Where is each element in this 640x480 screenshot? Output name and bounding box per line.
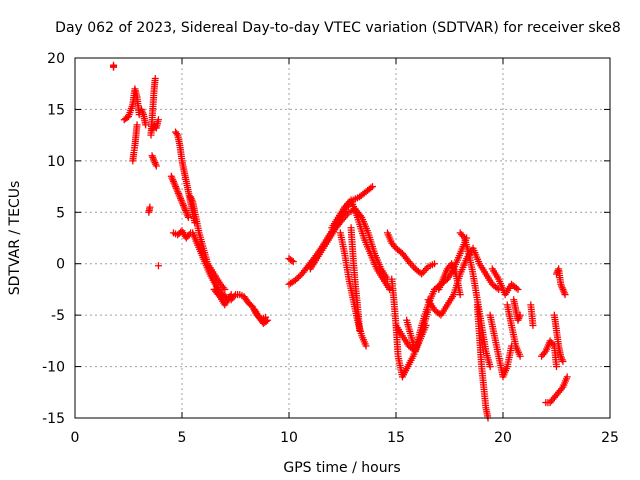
series-arc-2 xyxy=(120,85,143,124)
data-point xyxy=(289,258,297,266)
series-arc-17 xyxy=(285,255,297,266)
series-arc-39 xyxy=(542,373,571,407)
series-arc-26 xyxy=(403,306,432,355)
x-tick-label: 25 xyxy=(601,430,619,446)
data-point xyxy=(221,285,229,293)
x-tick-label: 15 xyxy=(387,430,405,446)
data-points xyxy=(110,61,571,422)
data-point xyxy=(559,357,567,365)
series-arc-36 xyxy=(538,337,560,371)
data-point xyxy=(184,213,192,221)
series-arc-14 xyxy=(189,229,269,323)
data-point xyxy=(264,316,272,324)
data-point xyxy=(288,257,296,265)
series-arc-30 xyxy=(473,301,492,422)
data-point xyxy=(291,276,299,284)
series-arc-15 xyxy=(210,285,235,309)
x-axis-label: GPS time / hours xyxy=(283,460,400,476)
data-point xyxy=(154,116,162,124)
data-point xyxy=(529,321,537,329)
data-point xyxy=(512,284,520,292)
data-point xyxy=(367,184,375,192)
series-arc-6 xyxy=(147,75,159,139)
data-point xyxy=(563,373,571,381)
series-arc-20 xyxy=(328,196,394,293)
y-tick-label: -15 xyxy=(42,411,65,427)
series-arc-1 xyxy=(110,61,118,71)
series-arc-34 xyxy=(510,296,524,324)
chart-title: Day 062 of 2023, Sidereal Day-to-day VTE… xyxy=(55,20,621,36)
data-point xyxy=(368,183,376,191)
data-point xyxy=(154,262,162,270)
series-arc-21 xyxy=(336,229,370,350)
x-tick-label: 20 xyxy=(494,430,512,446)
series-arc-13 xyxy=(187,193,229,293)
series-arc-35 xyxy=(527,301,537,329)
series-arc-9 xyxy=(154,262,162,270)
data-point xyxy=(356,327,364,335)
data-point xyxy=(142,121,150,129)
y-tick-label: 15 xyxy=(47,102,65,118)
y-tick-label: 20 xyxy=(47,51,65,67)
data-point xyxy=(295,273,303,281)
x-tick-label: 10 xyxy=(280,430,298,446)
series-arc-32 xyxy=(488,265,522,299)
series-arc-27 xyxy=(424,244,503,319)
data-point xyxy=(133,121,141,129)
series-arc-28 xyxy=(435,260,464,299)
data-point xyxy=(146,203,154,211)
series-arc-10 xyxy=(167,172,192,221)
series-arc-16 xyxy=(251,306,272,327)
data-point xyxy=(227,291,235,299)
series-arc-8 xyxy=(148,152,160,170)
data-point xyxy=(495,285,503,293)
data-point xyxy=(173,130,181,138)
series-arc-22 xyxy=(347,224,364,335)
data-point xyxy=(424,306,432,314)
series-arc-33 xyxy=(503,301,524,360)
series-arc-37 xyxy=(550,311,567,365)
y-tick-label: -5 xyxy=(51,308,65,324)
data-point xyxy=(553,363,560,371)
x-tick-label: 5 xyxy=(178,430,187,446)
data-point xyxy=(431,260,439,268)
data-point xyxy=(514,285,522,293)
series-arc-38 xyxy=(553,265,569,299)
y-tick-label: 10 xyxy=(47,154,65,170)
data-point xyxy=(110,63,118,71)
series-arc-23 xyxy=(383,229,439,278)
y-axis-label: SDTVAR / TECUs xyxy=(7,181,23,296)
y-tick-label: -10 xyxy=(42,360,65,376)
data-point xyxy=(151,75,159,83)
data-point xyxy=(557,354,565,362)
x-tick-label: 0 xyxy=(71,430,80,446)
series-arc-3 xyxy=(129,121,141,165)
data-point xyxy=(456,291,464,299)
data-point xyxy=(561,291,569,299)
y-tick-label: 5 xyxy=(56,205,65,221)
data-point xyxy=(486,363,494,371)
data-point xyxy=(516,352,524,360)
data-point xyxy=(152,162,160,170)
y-tick-label: 0 xyxy=(56,257,65,273)
data-point xyxy=(362,342,370,350)
series-arc-5 xyxy=(145,203,154,216)
data-point xyxy=(293,275,301,283)
series-arc-4 xyxy=(137,105,150,129)
data-point xyxy=(262,317,270,325)
plot-frame xyxy=(74,57,611,419)
series-arc-7 xyxy=(148,116,162,134)
data-point xyxy=(408,261,416,269)
data-point xyxy=(516,311,524,319)
